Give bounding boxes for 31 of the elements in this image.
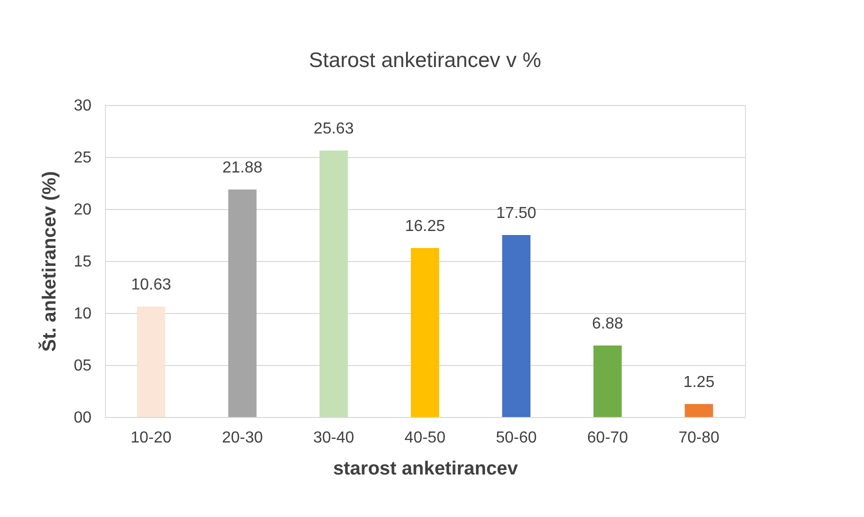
x-tick-label: 10-20 [130,430,172,446]
x-tick-label: 20-30 [222,430,263,446]
data-label: 16.25 [404,218,446,235]
data-label: 21.88 [222,159,263,176]
x-tick-label: 40-50 [404,430,446,446]
x-tick-label: 60-70 [587,430,628,446]
y-tick-label: 25 [74,150,92,166]
bar [136,306,166,417]
bar [320,150,348,417]
data-label: 25.63 [314,120,354,138]
chart-title: Starost anketirancev v % [308,49,542,72]
x-tick-label: 50-60 [496,430,537,446]
data-label: 1.25 [683,374,715,391]
bar [593,345,622,417]
y-tick-label: 20 [74,202,92,218]
x-tick-label: 70-80 [678,430,720,446]
data-label: 17.50 [496,205,536,222]
bar [228,189,257,417]
y-tick-label: 10 [74,306,92,322]
bar [502,235,530,417]
y-tick-label: 15 [74,254,92,270]
data-label: 6.88 [592,315,624,332]
y-tick-label: 30 [74,98,92,114]
x-axis-title: starost anketirancev [333,458,518,480]
y-tick-label: 00 [74,410,92,426]
data-label: 10.63 [131,276,172,294]
bar [684,404,714,417]
x-tick-label: 30-40 [313,430,354,446]
bar [410,248,440,417]
y-tick-label: 05 [74,358,92,374]
y-axis-title: Št. anketirancev (%) [38,171,61,352]
